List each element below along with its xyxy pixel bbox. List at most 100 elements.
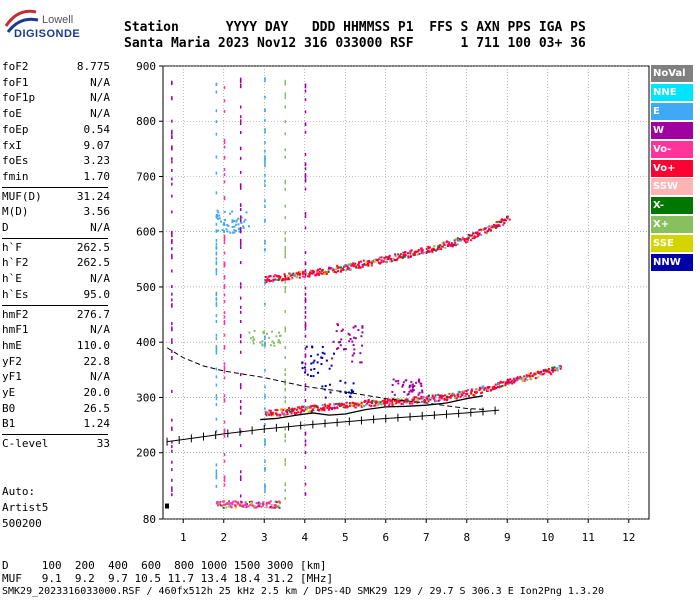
echo-point: [490, 388, 493, 391]
echo-point: [431, 396, 434, 399]
echo-point: [249, 503, 252, 506]
interference-mark: [284, 238, 286, 242]
echo-point: [295, 412, 298, 415]
interference-mark: [215, 484, 218, 488]
interference-mark: [284, 290, 286, 294]
echo-point: [290, 273, 293, 276]
echo-point: [360, 405, 363, 408]
echo-point: [430, 248, 433, 251]
echo-point: [243, 220, 246, 223]
echo-point: [340, 269, 343, 272]
echo-point: [297, 273, 300, 276]
interference-mark: [171, 340, 173, 344]
interference-mark: [239, 444, 242, 448]
echo-point: [336, 264, 339, 267]
echo-point: [458, 391, 461, 394]
echo-point: [279, 275, 282, 278]
param-value: N/A: [90, 323, 110, 337]
interference-mark: [215, 132, 218, 136]
echo-point: [268, 409, 271, 412]
echo-point: [344, 391, 347, 394]
interference-mark: [215, 333, 218, 337]
echo-point: [385, 256, 388, 259]
interference-mark: [284, 231, 286, 235]
echo-point: [287, 278, 290, 281]
interference-mark: [239, 296, 242, 300]
interference-mark: [239, 242, 242, 246]
param-value: 3.56: [83, 205, 111, 219]
interference-mark: [304, 163, 307, 167]
echo-point: [270, 279, 273, 282]
echo-point: [380, 261, 383, 264]
echo-point: [303, 366, 306, 369]
interference-mark: [264, 173, 266, 177]
echo-point: [278, 277, 281, 280]
interference-mark: [215, 463, 218, 467]
echo-point: [310, 355, 313, 358]
echo-point: [269, 344, 272, 347]
echo-point: [284, 275, 287, 278]
interference-mark: [304, 286, 307, 290]
echo-point: [329, 391, 332, 394]
echo-point: [427, 245, 430, 248]
interference-mark: [264, 423, 266, 427]
interference-mark: [239, 400, 242, 404]
auto-method: Artist5: [2, 501, 49, 514]
echo-point: [482, 385, 485, 388]
echo-point: [519, 377, 522, 380]
echo-point: [508, 218, 511, 221]
echo-point: [352, 382, 355, 385]
echo-point: [394, 253, 397, 256]
echo-point: [248, 225, 251, 228]
interference-mark: [171, 349, 173, 353]
interference-mark: [239, 478, 242, 482]
echo-point: [397, 398, 400, 401]
interference-mark: [304, 383, 307, 387]
echo-point: [361, 265, 364, 268]
echo-point: [317, 272, 320, 275]
echo-point: [446, 244, 449, 247]
echo-point: [233, 220, 236, 223]
interference-mark: [171, 449, 173, 453]
echo-point: [368, 404, 371, 407]
interference-mark: [304, 152, 307, 156]
echo-point: [341, 328, 344, 331]
interference-mark: [264, 155, 266, 159]
echo-point: [517, 377, 520, 380]
echo-point: [378, 401, 381, 404]
echo-point: [544, 370, 547, 373]
echo-point: [333, 270, 336, 273]
echo-point: [418, 380, 421, 383]
echo-point: [391, 259, 394, 262]
echo-point: [301, 272, 304, 275]
echo-point: [216, 215, 219, 218]
param-row: h`Es 95.0: [2, 288, 110, 303]
echo-point: [385, 260, 388, 263]
echo-point: [264, 279, 267, 282]
interference-mark: [264, 385, 266, 389]
echo-point: [304, 408, 307, 411]
echo-point: [324, 384, 327, 387]
param-key: yE: [2, 386, 16, 399]
echo-point: [347, 266, 350, 269]
echo-point: [348, 269, 351, 272]
echo-point: [506, 382, 509, 385]
echo-point: [434, 394, 437, 397]
echo-point: [504, 383, 507, 386]
interference-mark: [215, 272, 218, 276]
echo-point: [259, 502, 262, 505]
echo-point: [279, 341, 282, 344]
param-key: foEp: [2, 122, 29, 136]
interference-mark: [171, 146, 173, 150]
echo-point: [463, 238, 466, 241]
interference-mark: [284, 433, 286, 437]
interference-mark: [215, 120, 218, 124]
interference-mark: [264, 79, 266, 83]
echo-point: [219, 500, 222, 503]
echo-point: [289, 410, 292, 413]
echo-point: [318, 273, 321, 276]
interference-mark: [304, 347, 307, 351]
echo-point: [393, 393, 396, 396]
echo-point: [290, 278, 293, 281]
echo-point: [218, 217, 221, 220]
